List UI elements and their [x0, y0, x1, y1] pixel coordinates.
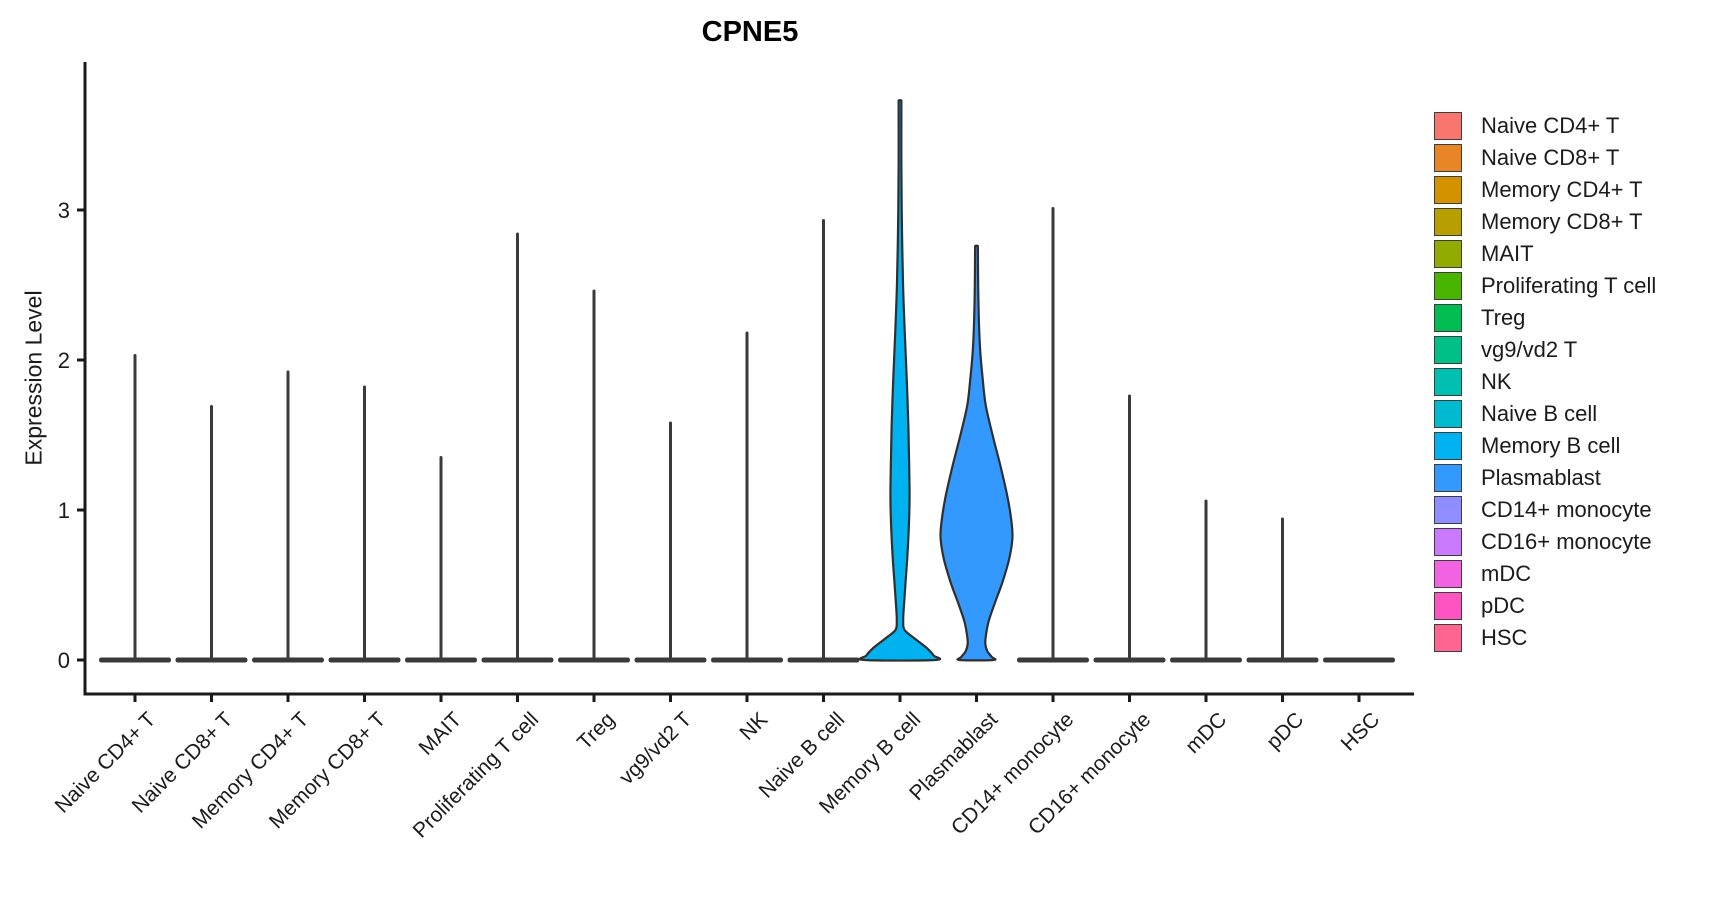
legend-item: Naive B cell	[1434, 399, 1656, 428]
y-tick-label: 2	[58, 348, 70, 373]
legend-label: Naive CD4+ T	[1481, 113, 1620, 138]
legend-swatch	[1434, 143, 1462, 172]
legend-label: pDC	[1481, 593, 1526, 618]
legend-swatch	[1434, 367, 1462, 396]
legend-swatch	[1434, 239, 1462, 268]
legend-label: CD16+ monocyte	[1481, 529, 1652, 554]
violin-base	[1323, 657, 1395, 663]
legend-item: Naive CD4+ T	[1434, 111, 1656, 140]
legend-label: Naive B cell	[1481, 401, 1598, 426]
violin-base	[1017, 657, 1089, 663]
legend-label: Memory CD8+ T	[1481, 209, 1643, 234]
legend-swatch	[1434, 111, 1462, 140]
violin-base	[787, 657, 860, 663]
violin-base	[328, 657, 401, 663]
legend-swatch	[1434, 399, 1462, 428]
legend-label: CD14+ monocyte	[1481, 497, 1652, 522]
legend-label: Plasmablast	[1481, 465, 1601, 490]
legend-label: mDC	[1481, 561, 1532, 586]
legend-swatch	[1434, 271, 1462, 300]
legend-item: mDC	[1434, 559, 1656, 588]
legend-label: Treg	[1481, 305, 1526, 330]
violin-base	[634, 657, 707, 663]
legend-item: CD16+ monocyte	[1434, 527, 1656, 556]
legend-swatch	[1434, 495, 1462, 524]
violin-base	[99, 657, 171, 663]
legend-swatch	[1434, 335, 1462, 364]
legend-item: CD14+ monocyte	[1434, 495, 1656, 524]
violin-base	[1246, 657, 1319, 663]
legend-label: Naive CD8+ T	[1481, 145, 1620, 170]
y-tick-label: 0	[58, 648, 70, 673]
legend-item: Memory CD4+ T	[1434, 175, 1656, 204]
legend-item: MAIT	[1434, 239, 1656, 268]
legend-label: Proliferating T cell	[1481, 273, 1657, 298]
legend-swatch	[1434, 559, 1462, 588]
legend-item: Proliferating T cell	[1434, 271, 1656, 300]
y-tick-label: 1	[58, 498, 70, 523]
legend-label: NK	[1481, 369, 1512, 394]
legend: Naive CD4+ T Naive CD8+ T Memory CD4+ T Mem…	[1434, 111, 1656, 655]
legend-item: Memory CD8+ T	[1434, 207, 1656, 236]
violin-base	[481, 657, 554, 663]
y-tick-label: 3	[58, 198, 70, 223]
legend-item: Naive CD8+ T	[1434, 143, 1656, 172]
legend-item: vg9/vd2 T	[1434, 335, 1656, 364]
legend-item: Treg	[1434, 303, 1656, 332]
violin-base	[405, 657, 477, 663]
violin-base	[175, 657, 248, 663]
legend-item: Plasmablast	[1434, 463, 1656, 492]
legend-label: MAIT	[1481, 241, 1534, 266]
legend-label: HSC	[1481, 625, 1528, 650]
chart-title: CPNE5	[701, 16, 799, 48]
legend-label: Memory B cell	[1481, 433, 1621, 458]
violin-shape	[939, 244, 1014, 662]
legend-swatch	[1434, 463, 1462, 492]
legend-swatch	[1434, 175, 1462, 204]
legend-swatch	[1434, 623, 1462, 652]
legend-swatch	[1434, 303, 1462, 332]
legend-swatch	[1434, 527, 1462, 556]
violin-base	[1170, 657, 1242, 663]
legend-label: vg9/vd2 T	[1481, 337, 1578, 362]
legend-item: HSC	[1434, 623, 1656, 652]
violin-base	[252, 657, 324, 663]
legend-item: NK	[1434, 367, 1656, 396]
legend-item: pDC	[1434, 591, 1656, 620]
violin-base	[711, 657, 783, 663]
violin-base	[1093, 657, 1166, 663]
violin-shape	[858, 99, 942, 662]
legend-swatch	[1434, 431, 1462, 460]
legend-swatch	[1434, 591, 1462, 620]
legend-label: Memory CD4+ T	[1481, 177, 1643, 202]
violin-base	[558, 657, 630, 663]
legend-swatch	[1434, 207, 1462, 236]
legend-item: Memory B cell	[1434, 431, 1656, 460]
